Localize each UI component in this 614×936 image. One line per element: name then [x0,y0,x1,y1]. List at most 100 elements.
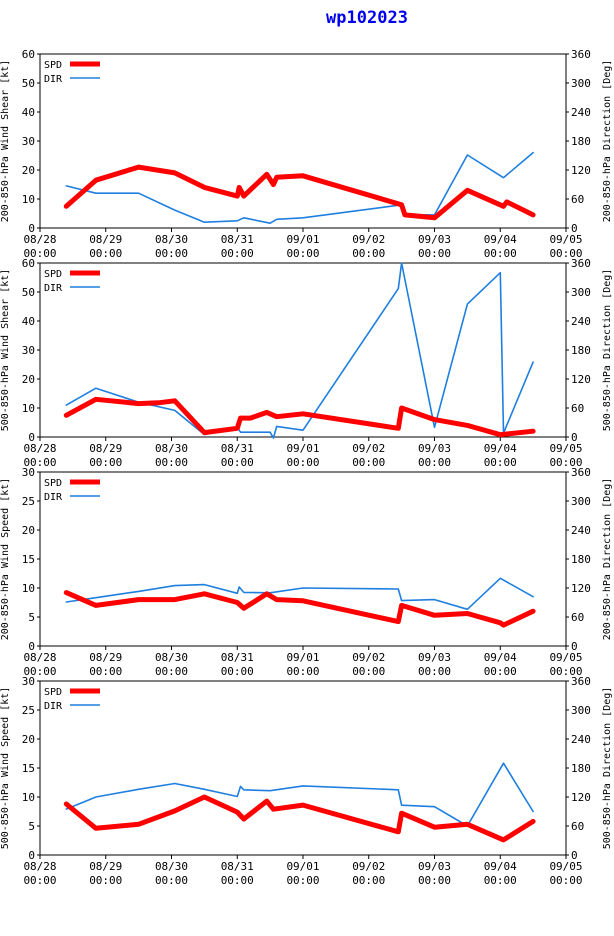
x-tick-sublabel: 00:00 [23,456,56,469]
y-left-tick-label: 20 [22,373,35,386]
y-left-tick-label: 30 [22,466,35,479]
y-right-axis-label: 500-850-hPa Direction [Deg] [602,269,613,432]
legend-label-dir: DIR [44,701,63,712]
x-tick-label: 09/05 [549,442,582,455]
series-line-dir [65,262,534,439]
y-right-tick-label: 240 [571,733,591,746]
y-left-tick-label: 5 [28,611,35,624]
x-tick-sublabel: 00:00 [155,665,188,678]
plot-frame [39,262,567,438]
y-left-tick-label: 15 [22,762,35,775]
x-tick-sublabel: 00:00 [221,247,254,260]
series-line-dir [65,762,534,827]
x-tick-label: 09/03 [418,233,451,246]
x-tick-sublabel: 00:00 [549,874,582,887]
plot-frame [39,53,567,229]
x-tick-label: 08/29 [89,233,122,246]
x-tick-sublabel: 00:00 [23,665,56,678]
y-right-tick-label: 300 [571,704,591,717]
x-tick-sublabel: 00:00 [418,874,451,887]
x-tick-label: 09/04 [484,442,517,455]
y-left-tick-label: 10 [22,582,35,595]
series-line-spd [63,164,536,221]
x-tick-label: 08/31 [221,442,254,455]
legend-label-spd: SPD [44,478,62,489]
y-left-tick-label: 15 [22,553,35,566]
x-tick-label: 09/03 [418,651,451,664]
x-tick-label: 09/02 [352,651,385,664]
series-line-spd [63,590,536,628]
y-right-tick-label: 360 [571,675,591,688]
y-right-tick-label: 120 [571,582,591,595]
y-right-tick-label: 60 [571,611,584,624]
x-tick-label: 09/04 [484,233,517,246]
chart-panel-2: 010203040506006012018024030036008/2800:0… [0,257,613,469]
y-left-axis-label: 200-850-hPa Wind Speed [kt] [0,478,11,641]
y-right-tick-label: 360 [571,466,591,479]
series-line-dir [65,577,534,611]
x-tick-label: 08/29 [89,860,122,873]
y-right-tick-label: 300 [571,495,591,508]
x-tick-sublabel: 00:00 [221,456,254,469]
series-line-spd [63,794,536,843]
chart-panel-4: 05101520253006012018024030036008/2800:00… [0,675,613,887]
y-right-tick-label: 240 [571,524,591,537]
y-right-tick-label: 60 [571,820,584,833]
x-tick-label: 08/31 [221,233,254,246]
y-left-axis-label: 200-850-hPa Wind Shear [kt] [0,60,11,223]
x-tick-label: 08/31 [221,860,254,873]
x-tick-sublabel: 00:00 [155,247,188,260]
x-tick-sublabel: 00:00 [549,665,582,678]
x-tick-label: 08/28 [23,651,56,664]
legend-label-spd: SPD [44,269,62,280]
y-left-tick-label: 20 [22,524,35,537]
x-tick-sublabel: 00:00 [23,874,56,887]
x-tick-sublabel: 00:00 [286,456,319,469]
x-tick-sublabel: 00:00 [89,247,122,260]
x-tick-label: 08/31 [221,651,254,664]
y-right-tick-label: 180 [571,553,591,566]
y-right-tick-label: 360 [571,257,591,270]
x-tick-label: 09/01 [286,233,319,246]
x-tick-sublabel: 00:00 [221,665,254,678]
x-tick-label: 08/29 [89,651,122,664]
y-left-tick-label: 25 [22,495,35,508]
legend-label-dir: DIR [44,283,63,294]
x-tick-sublabel: 00:00 [221,874,254,887]
x-tick-sublabel: 00:00 [286,247,319,260]
x-tick-label: 09/01 [286,651,319,664]
series-line-spd [63,396,536,438]
series-line-dir [65,151,534,224]
y-right-axis-label: 200-850-hPa Direction [Deg] [602,478,613,641]
x-tick-sublabel: 00:00 [286,665,319,678]
x-tick-label: 08/30 [155,442,188,455]
x-tick-label: 09/02 [352,233,385,246]
y-right-axis-label: 500-850-hPa Direction [Deg] [602,687,613,850]
x-tick-label: 09/05 [549,860,582,873]
y-left-tick-label: 0 [28,222,35,235]
y-right-tick-label: 0 [571,849,578,862]
x-tick-label: 09/05 [549,233,582,246]
x-tick-label: 09/04 [484,860,517,873]
y-left-tick-label: 30 [22,344,35,357]
x-tick-label: 08/28 [23,442,56,455]
x-tick-sublabel: 00:00 [352,874,385,887]
y-right-tick-label: 0 [571,640,578,653]
y-right-tick-label: 180 [571,762,591,775]
y-right-tick-label: 0 [571,222,578,235]
x-tick-label: 09/03 [418,860,451,873]
x-tick-sublabel: 00:00 [418,456,451,469]
y-left-tick-label: 30 [22,675,35,688]
legend-label-dir: DIR [44,74,63,85]
x-tick-sublabel: 00:00 [484,665,517,678]
y-right-axis-label: 200-850-hPa Direction [Deg] [602,60,613,223]
x-tick-label: 09/04 [484,651,517,664]
y-left-tick-label: 10 [22,193,35,206]
y-right-tick-label: 300 [571,77,591,90]
y-right-tick-label: 0 [571,431,578,444]
x-tick-label: 08/29 [89,442,122,455]
x-tick-sublabel: 00:00 [484,874,517,887]
x-tick-sublabel: 00:00 [352,456,385,469]
y-left-tick-label: 60 [22,257,35,270]
